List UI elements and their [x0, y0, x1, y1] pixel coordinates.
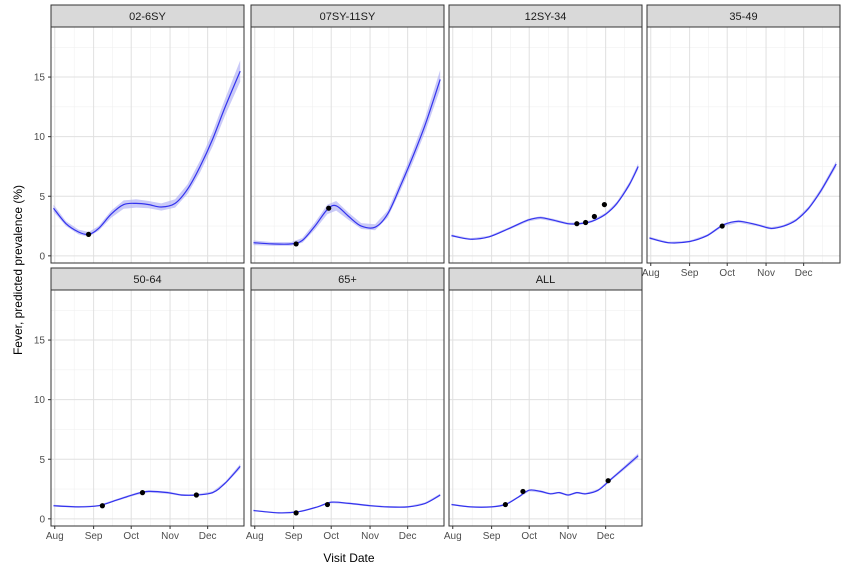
x-tick-label: Dec	[399, 531, 417, 542]
series-line	[53, 466, 241, 508]
data-point	[520, 488, 526, 495]
x-tick-label: Sep	[85, 531, 103, 542]
x-tick-label: Aug	[642, 268, 660, 279]
facet-strip-label: 02-6SY	[129, 11, 166, 23]
panel-border	[250, 26, 445, 264]
data-point	[601, 201, 608, 208]
data-point	[139, 490, 146, 496]
y-tick-label: 15	[34, 336, 46, 347]
facet-strip-label: 50-64	[133, 274, 161, 286]
series-line	[451, 455, 639, 508]
y-tick-label: 10	[34, 132, 46, 143]
series-line	[649, 163, 837, 244]
x-tick-label: Oct	[521, 531, 537, 542]
x-tick-label: Sep	[285, 531, 303, 542]
facet-panel: 02-6SY 0 5 10 15	[34, 4, 245, 264]
data-point	[719, 223, 725, 229]
panel-border	[448, 26, 643, 264]
panel-border	[448, 289, 643, 527]
facet-strip-label: 35-49	[729, 11, 757, 23]
data-point	[293, 241, 299, 247]
plot-background	[251, 290, 444, 526]
panel-border	[646, 26, 841, 264]
plot-background	[449, 290, 642, 526]
x-tick-label: Nov	[559, 531, 577, 542]
data-point	[324, 501, 331, 508]
x-tick-label: Aug	[246, 531, 264, 542]
x-tick-label: Oct	[719, 268, 735, 279]
confidence-ribbon	[53, 60, 241, 237]
x-tick-label: Nov	[361, 531, 379, 542]
series-line	[53, 70, 241, 236]
x-axis-title: Visit Date	[323, 551, 374, 565]
facet-panel: 35-49 Aug Sep Oct Nov Dec	[642, 4, 841, 279]
data-point	[605, 478, 611, 484]
data-point	[326, 205, 332, 211]
x-tick-label: Dec	[795, 268, 813, 279]
facet-panel: 65+ Aug Sep Oct Nov Dec	[246, 267, 445, 542]
data-point	[293, 510, 299, 516]
x-tick-label: Aug	[46, 531, 64, 542]
x-tick-label: Aug	[444, 531, 462, 542]
facet-strip-label: 12SY-34	[525, 11, 567, 23]
panel-border	[50, 26, 245, 264]
x-tick-label: Oct	[323, 531, 339, 542]
y-axis-title: Fever, predicted prevalence (%)	[11, 185, 25, 355]
data-point	[85, 231, 92, 237]
data-point	[99, 503, 105, 509]
facet-panel: 12SY-34	[448, 4, 643, 264]
x-tick-label: Nov	[757, 268, 775, 279]
y-tick-label: 10	[34, 395, 46, 406]
data-point	[591, 213, 597, 220]
panel-border	[50, 289, 245, 527]
plot-background	[51, 290, 244, 526]
x-tick-label: Dec	[199, 531, 217, 542]
data-point	[583, 219, 589, 226]
y-tick-label: 0	[39, 251, 45, 262]
facet-panels: 02-6SY 0 5 10 15 07SY-11SY 12SY-34 35-49 Aug Sep O…	[34, 4, 841, 542]
y-tick-label: 15	[34, 73, 46, 84]
data-point	[193, 492, 199, 498]
facet-strip-label: ALL	[536, 274, 556, 286]
x-tick-label: Sep	[681, 268, 699, 279]
x-tick-label: Oct	[123, 531, 139, 542]
facet-panel: 50-64 0 5 10 15 Aug Sep Oct Nov Dec	[34, 267, 245, 542]
confidence-ribbon	[649, 161, 837, 244]
y-tick-label: 0	[39, 514, 45, 525]
facet-panel: 07SY-11SY	[250, 4, 445, 264]
data-point	[574, 221, 580, 227]
plot-background	[647, 27, 840, 263]
y-tick-label: 5	[39, 192, 45, 203]
plot-background	[449, 27, 642, 263]
x-tick-label: Nov	[161, 531, 179, 542]
plot-background	[51, 27, 244, 263]
series-line	[451, 166, 639, 240]
panel-border	[250, 289, 445, 527]
plot-background	[251, 27, 444, 263]
facet-panel: ALL Aug Sep Oct Nov Dec	[444, 267, 643, 542]
facet-strip-label: 07SY-11SY	[320, 11, 376, 23]
y-tick-label: 5	[39, 455, 45, 466]
series-line	[253, 494, 441, 514]
data-point	[502, 501, 508, 508]
x-tick-label: Dec	[597, 531, 615, 542]
x-tick-label: Sep	[483, 531, 501, 542]
facet-strip-label: 65+	[338, 274, 357, 286]
